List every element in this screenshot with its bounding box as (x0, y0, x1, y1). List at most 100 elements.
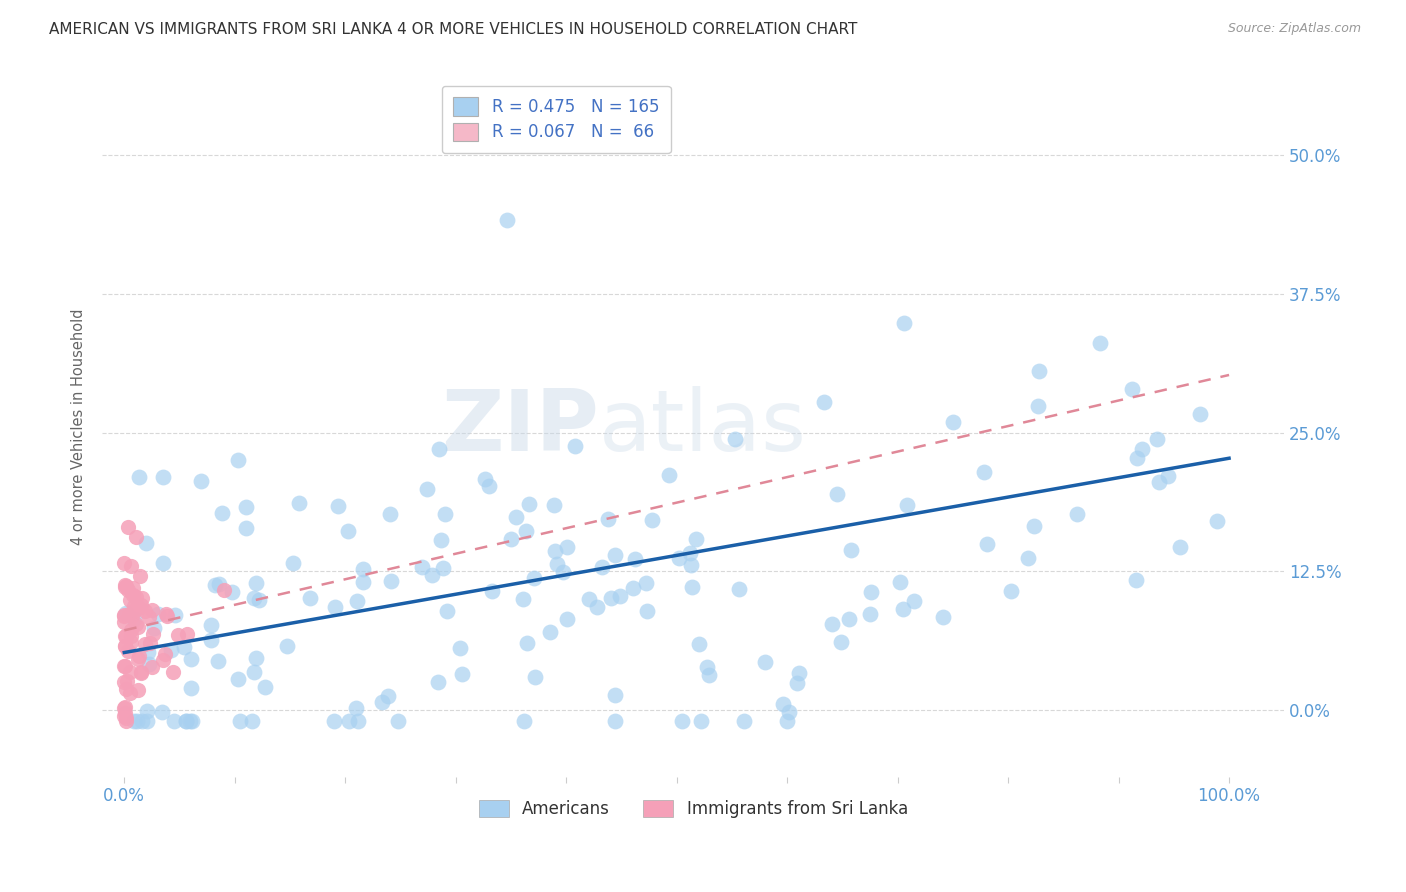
Point (352, 575, 374, 590)
Point (478, 479, 501, 493)
Point (167, 627, 190, 641)
Point (112, 701, 135, 715)
Point (176, 626, 198, 640)
Point (505, 510, 527, 524)
Point (496, 213, 519, 227)
Point (114, 706, 136, 720)
Point (517, 497, 540, 511)
Point (121, 608, 143, 623)
Point (679, 546, 702, 560)
Point (122, 588, 145, 602)
Text: AMERICAN VS IMMIGRANTS FROM SRI LANKA 4 OR MORE VEHICLES IN HOUSEHOLD CORRELATIO: AMERICAN VS IMMIGRANTS FROM SRI LANKA 4 … (49, 22, 858, 37)
Point (772, 697, 794, 711)
Point (387, 714, 409, 729)
Point (136, 644, 159, 658)
Point (697, 667, 720, 681)
Point (129, 598, 152, 612)
Point (603, 548, 626, 562)
Point (226, 453, 249, 467)
Point (555, 540, 578, 554)
Point (544, 544, 567, 558)
Point (578, 591, 600, 606)
Point (378, 507, 401, 521)
Point (942, 415, 965, 429)
Point (120, 623, 142, 637)
Point (1088, 335, 1111, 350)
Point (115, 606, 138, 620)
Point (281, 557, 304, 571)
Point (513, 714, 536, 729)
Point (120, 635, 142, 649)
Point (243, 665, 266, 679)
Point (125, 529, 148, 543)
Point (681, 580, 703, 594)
Point (204, 578, 226, 592)
Point (546, 557, 568, 571)
Point (449, 640, 471, 655)
Point (141, 660, 163, 674)
Point (432, 561, 454, 575)
Point (114, 658, 136, 673)
Point (512, 591, 534, 606)
Point (540, 625, 562, 640)
Point (114, 579, 136, 593)
Point (114, 580, 136, 594)
Point (377, 689, 399, 703)
Point (551, 566, 574, 580)
Point (380, 574, 402, 588)
Point (1125, 573, 1147, 587)
Point (1147, 475, 1170, 490)
Point (112, 659, 135, 673)
Point (586, 599, 609, 614)
Point (153, 647, 176, 661)
Point (523, 669, 546, 683)
Point (1168, 540, 1191, 554)
Legend: Americans, Immigrants from Sri Lanka: Americans, Immigrants from Sri Lanka (472, 793, 914, 824)
Point (211, 506, 233, 520)
Point (142, 627, 165, 641)
Point (733, 714, 755, 729)
Point (624, 551, 647, 566)
Point (235, 500, 257, 515)
Point (247, 593, 270, 607)
Point (1206, 514, 1229, 528)
Point (621, 581, 644, 595)
Point (127, 714, 149, 729)
Point (434, 507, 457, 521)
Point (125, 616, 148, 631)
Point (515, 524, 537, 539)
Point (135, 535, 157, 549)
Point (162, 665, 184, 679)
Point (481, 583, 503, 598)
Point (181, 714, 204, 729)
Point (174, 714, 197, 729)
Y-axis label: 4 or more Vehicles in Household: 4 or more Vehicles in Household (72, 309, 86, 545)
Point (1146, 432, 1168, 446)
Point (896, 498, 918, 512)
Point (723, 432, 745, 446)
Point (776, 714, 799, 729)
Point (411, 560, 433, 574)
Point (117, 673, 139, 688)
Point (146, 607, 169, 621)
Point (555, 612, 578, 626)
Point (138, 657, 160, 672)
Point (114, 639, 136, 653)
Point (235, 521, 257, 535)
Point (641, 513, 664, 527)
Point (200, 618, 222, 632)
Point (112, 608, 135, 623)
Point (603, 714, 626, 729)
Point (124, 603, 146, 617)
Point (323, 714, 346, 729)
Point (114, 556, 136, 570)
Point (245, 650, 267, 665)
Point (131, 714, 153, 729)
Point (344, 701, 367, 715)
Point (754, 655, 776, 669)
Point (426, 674, 449, 689)
Point (591, 559, 613, 574)
Point (420, 568, 443, 582)
Point (347, 714, 370, 729)
Point (786, 676, 808, 690)
